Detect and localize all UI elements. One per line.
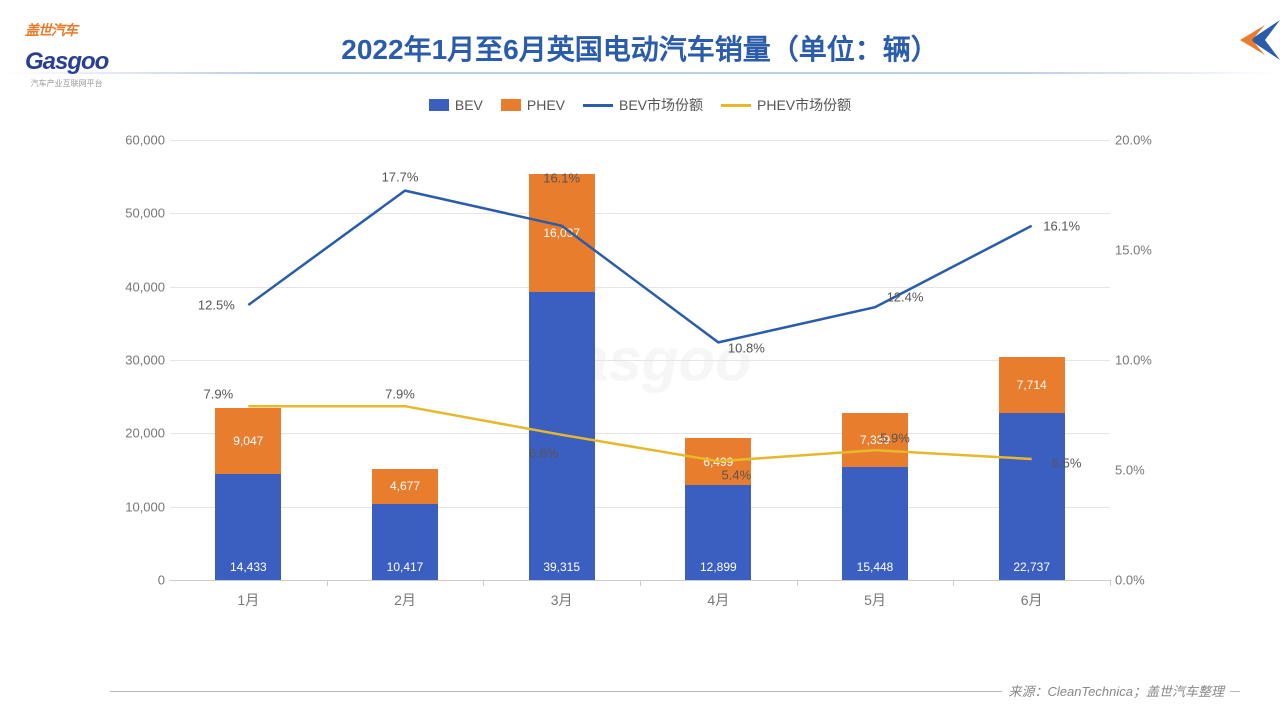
legend-bev-share-label: BEV市场份额 [619,95,703,115]
x-label: 3月 [551,590,573,610]
bev-share-label: 16.1% [543,170,580,185]
y-left-label: 10,000 [110,499,165,514]
y-right-label: 20.0% [1115,133,1165,148]
bev-share-label: 17.7% [382,169,419,184]
bev-share-label: 16.1% [1043,218,1080,233]
y-left-label: 20,000 [110,426,165,441]
phev-share-label: 7.9% [204,387,234,402]
y-left-label: 0 [110,573,165,588]
y-right-label: 10.0% [1115,353,1165,368]
phev-share-label: 5.5% [1052,456,1082,471]
phev-share-label: 7.9% [385,387,415,402]
x-tick [640,580,641,586]
y-left-label: 50,000 [110,206,165,221]
bev-share-label: 10.8% [728,341,765,356]
page: 盖世汽车 Gasgoo 汽车产业互联网平台 2022年1月至6月英国电动汽车销量… [0,0,1280,720]
chart-title: 2022年1月至6月英国电动汽车销量（单位：辆） [0,28,1280,68]
phev-share-label: 5.9% [880,431,910,446]
x-tick [1110,580,1111,586]
logo-subtitle: 汽车产业互联网平台 [25,78,108,89]
x-label: 4月 [707,590,729,610]
y-left-label: 40,000 [110,279,165,294]
y-left-label: 60,000 [110,133,165,148]
line-layer [170,140,1110,580]
plot: Gasgoo 010,00020,00030,00040,00050,00060… [170,140,1110,580]
x-label: 1月 [237,590,259,610]
phev-share-label: 5.4% [722,468,752,483]
x-tick [327,580,328,586]
x-label: 6月 [1021,590,1043,610]
legend-phev-label: PHEV [527,97,565,113]
title-underline [0,72,1280,74]
x-tick [797,580,798,586]
phev-share-label: 6.6% [529,445,559,460]
legend-bev: BEV [429,97,483,113]
legend-phev: PHEV [501,97,565,113]
y-left-label: 30,000 [110,353,165,368]
x-label: 5月 [864,590,886,610]
x-label: 2月 [394,590,416,610]
x-tick [483,580,484,586]
bev-share-line [248,191,1031,343]
y-right-label: 15.0% [1115,243,1165,258]
y-right-label: 0.0% [1115,573,1165,588]
legend-phev-share-label: PHEV市场份额 [757,95,851,115]
legend-bev-share: BEV市场份额 [583,95,703,115]
x-tick [953,580,954,586]
legend-bev-label: BEV [455,97,483,113]
source-text: 来源：CleanTechnica；盖世汽车整理 [1002,681,1230,700]
y-right-label: 5.0% [1115,463,1165,478]
legend-phev-share: PHEV市场份额 [721,95,851,115]
bev-share-label: 12.5% [198,298,235,313]
chart-area: Gasgoo 010,00020,00030,00040,00050,00060… [110,130,1170,630]
phev-share-line [248,406,1031,461]
bev-share-label: 12.4% [887,290,924,305]
legend: BEV PHEV BEV市场份额 PHEV市场份额 [0,95,1280,115]
